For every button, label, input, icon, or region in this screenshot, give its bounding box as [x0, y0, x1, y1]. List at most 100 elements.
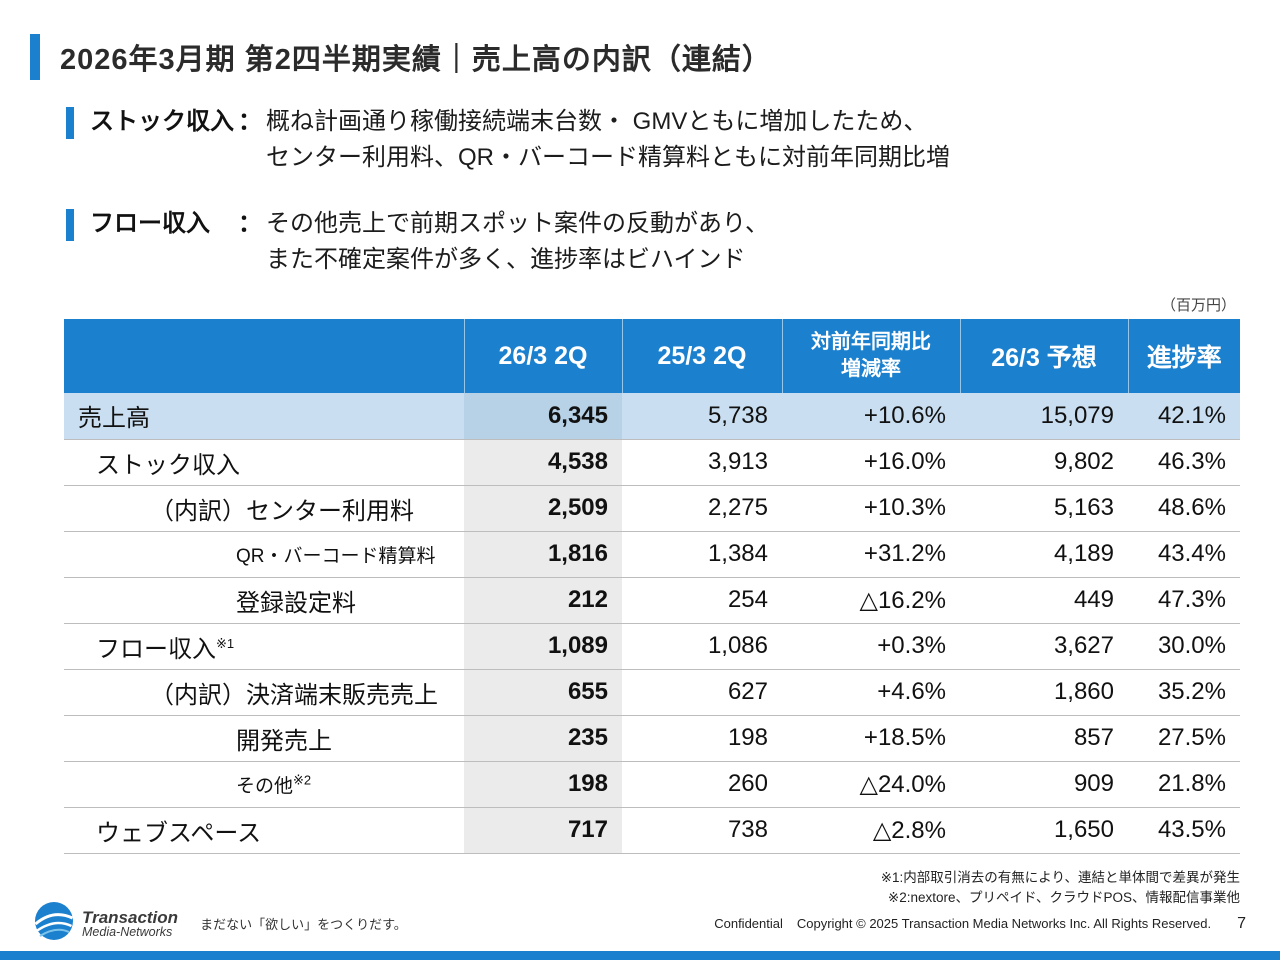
footnote-1: ※1:内部取引消去の有無により、連結と単体間で差異が発生 — [880, 869, 1240, 885]
bullet-colon: ： — [238, 108, 262, 135]
table-row: （内訳）決済端末販売売上 655 627 +4.6% 1,860 35.2% — [64, 669, 1240, 716]
header-label: 26/3 2Q — [498, 341, 588, 370]
value-cell: 655 — [464, 669, 622, 716]
bullet-label: フロー収入 ： — [90, 206, 262, 242]
globe-logo-icon — [34, 901, 74, 946]
value-cell: +0.3% — [782, 623, 960, 670]
bullet-label: ストック収入： — [90, 104, 262, 140]
header-26-3-2q: 26/3 2Q — [463, 319, 622, 393]
value-cell: 1,650 — [960, 807, 1128, 854]
bullet-colon: ： — [238, 210, 262, 237]
table-row: QR・バーコード精算料 1,816 1,384 +31.2% 4,189 43.4% — [64, 531, 1240, 578]
value-cell: △16.2% — [782, 577, 960, 624]
footnote-marker: ※1 — [216, 635, 235, 651]
value-cell: 198 — [622, 715, 782, 762]
row-label-text: ウェブスペース — [96, 819, 262, 847]
value-cell: 717 — [464, 807, 622, 854]
value-cell: 6,345 — [464, 393, 622, 440]
bullet-text: 概ね計画通り稼働接続端末台数・ GMVともに増加したため、 センター利用料、QR… — [266, 104, 950, 176]
value-cell: 909 — [960, 761, 1128, 808]
value-cell: 15,079 — [960, 393, 1128, 440]
header-yoy-change: 対前年同期比 増減率 — [781, 319, 960, 393]
row-label: 登録設定料 — [64, 577, 464, 624]
value-cell: 254 — [622, 577, 782, 624]
header-label: 増減率 — [841, 358, 901, 380]
value-cell: 5,738 — [622, 393, 782, 440]
title-accent-bar — [30, 34, 40, 80]
value-cell: 2,275 — [622, 485, 782, 532]
row-label: QR・バーコード精算料 — [64, 531, 464, 578]
bullet-text-line: その他売上で前期スポット案件の反動があり、 — [266, 210, 770, 237]
table-row: ストック収入 4,538 3,913 +16.0% 9,802 46.3% — [64, 439, 1240, 486]
row-label-text: 売上高 — [78, 405, 150, 433]
table-row: フロー収入※1 1,089 1,086 +0.3% 3,627 30.0% — [64, 623, 1240, 670]
bullet-flow-revenue: フロー収入 ： その他売上で前期スポット案件の反動があり、 また不確定案件が多く、… — [66, 206, 1280, 278]
value-cell: 4,538 — [464, 439, 622, 486]
bullet-accent-bar — [66, 107, 74, 139]
value-cell: 738 — [622, 807, 782, 854]
value-cell: +4.6% — [782, 669, 960, 716]
table-row: 登録設定料 212 254 △16.2% 449 47.3% — [64, 577, 1240, 624]
value-cell: 5,163 — [960, 485, 1128, 532]
value-cell: 235 — [464, 715, 622, 762]
table-row: （内訳）センター利用料 2,509 2,275 +10.3% 5,163 48.6% — [64, 485, 1240, 532]
value-cell: +10.6% — [782, 393, 960, 440]
row-label-text: QR・バーコード精算料 — [236, 545, 436, 567]
bullet-text: その他売上で前期スポット案件の反動があり、 また不確定案件が多く、進捗率はビハイ… — [266, 206, 769, 278]
copyright-text: Copyright © 2025 Transaction Media Netwo… — [796, 916, 1212, 931]
header-25-3-2q: 25/3 2Q — [621, 319, 782, 393]
value-cell: 21.8% — [1128, 761, 1240, 808]
bullet-label-text: ストック収入 — [90, 108, 234, 135]
footer-legal: Confidential Copyright © 2025 Transactio… — [714, 916, 1211, 931]
bullet-text-line: また不確定案件が多く、進捗率はビハインド — [266, 246, 746, 273]
bullet-accent-bar — [66, 209, 74, 241]
table-header-row: 26/3 2Q 25/3 2Q 対前年同期比 増減率 26/3 予想 進捗率 — [64, 319, 1240, 393]
row-label: （内訳）センター利用料 — [64, 485, 464, 532]
value-cell: 857 — [960, 715, 1128, 762]
header-progress-rate: 進捗率 — [1127, 319, 1240, 393]
value-cell: +18.5% — [782, 715, 960, 762]
value-cell: 46.3% — [1128, 439, 1240, 486]
value-cell: 30.0% — [1128, 623, 1240, 670]
value-cell: △24.0% — [782, 761, 960, 808]
value-cell: 2,509 — [464, 485, 622, 532]
company-logo: Transaction Media-Networks — [34, 901, 178, 946]
value-cell: 3,913 — [622, 439, 782, 486]
value-cell: 1,086 — [622, 623, 782, 670]
company-tagline: まだない「欲しい」をつくりだす。 — [200, 917, 407, 932]
value-cell: 27.5% — [1128, 715, 1240, 762]
value-cell: 48.6% — [1128, 485, 1240, 532]
bullet-label-text: フロー収入 — [90, 210, 210, 237]
footnote-2: ※2:nextore、プリペイド、クラウドPOS、情報配信事業他 — [887, 890, 1240, 906]
slide-footer: Transaction Media-Networks まだない「欲しい」をつくり… — [0, 901, 1280, 946]
value-cell: +31.2% — [782, 531, 960, 578]
value-cell: 47.3% — [1128, 577, 1240, 624]
revenue-breakdown-table: 26/3 2Q 25/3 2Q 対前年同期比 増減率 26/3 予想 進捗率 売上… — [64, 319, 1240, 854]
logo-text: Transaction Media-Networks — [82, 909, 178, 939]
table-head: 26/3 2Q 25/3 2Q 対前年同期比 増減率 26/3 予想 進捗率 — [64, 319, 1240, 393]
logo-line-1: Transaction — [82, 907, 179, 927]
slide-header: 2026年3月期 第2四半期実績｜売上高の内訳（連結） — [0, 0, 1280, 80]
unit-note: （百万円） — [1160, 297, 1236, 314]
value-cell: 9,802 — [960, 439, 1128, 486]
value-cell: 35.2% — [1128, 669, 1240, 716]
logo-line-2: Media-Networks — [82, 924, 173, 939]
header-label: 進捗率 — [1146, 344, 1222, 372]
row-label: 売上高 — [64, 393, 464, 440]
page-title: 2026年3月期 第2四半期実績｜売上高の内訳（連結） — [60, 44, 772, 76]
value-cell: 1,860 — [960, 669, 1128, 716]
row-label: ストック収入 — [64, 439, 464, 486]
row-label: 開発売上 — [64, 715, 464, 762]
row-label: その他※2 — [64, 761, 464, 808]
row-label-text: 開発売上 — [236, 727, 332, 755]
table-row: ウェブスペース 717 738 △2.8% 1,650 43.5% — [64, 807, 1240, 854]
value-cell: +10.3% — [782, 485, 960, 532]
table-row: 開発売上 235 198 +18.5% 857 27.5% — [64, 715, 1240, 762]
value-cell: 449 — [960, 577, 1128, 624]
row-label-text: （内訳）決済端末販売売上 — [150, 681, 438, 709]
row-label: ウェブスペース — [64, 807, 464, 854]
page-number: 7 — [1237, 914, 1246, 932]
value-cell: 627 — [622, 669, 782, 716]
row-label-text: （内訳）センター利用料 — [150, 497, 414, 525]
